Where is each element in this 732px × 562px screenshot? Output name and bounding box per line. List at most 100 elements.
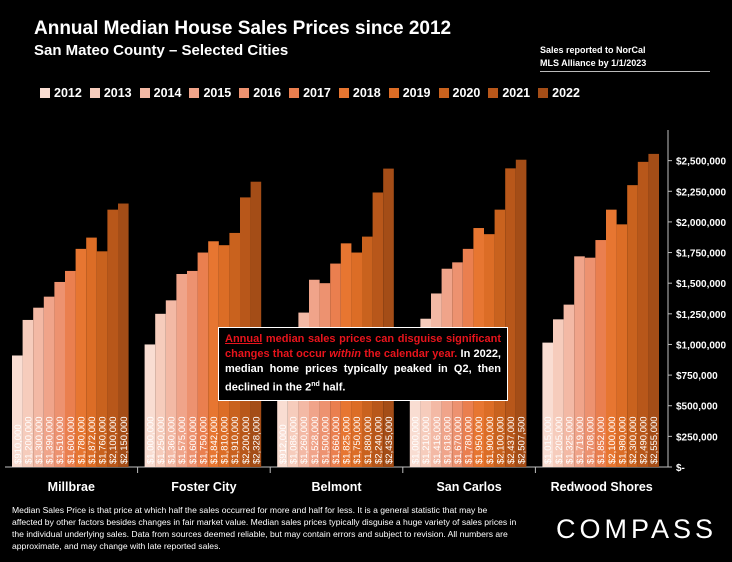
data-label: $1,670,000 — [453, 416, 464, 464]
legend-label: 2017 — [303, 86, 331, 100]
legend-label: 2021 — [502, 86, 531, 100]
bar-foster-city-2016 — [187, 270, 198, 467]
bar-redwood-shores-2017 — [595, 240, 606, 467]
bar-millbrae-2013 — [22, 319, 34, 467]
category-label: Millbrae — [48, 480, 95, 494]
bar-foster-city-2015 — [176, 273, 187, 467]
data-label: $1,780,000 — [464, 416, 475, 464]
data-label: $1,205,000 — [554, 416, 565, 464]
category-label: Redwood Shores — [551, 480, 653, 494]
bar-millbrae-2019 — [86, 237, 97, 467]
data-label: $1,416,000 — [432, 416, 443, 464]
data-label: $2,200,000 — [241, 416, 252, 464]
data-label: $1,510,000 — [55, 416, 66, 464]
data-label: $1,872,000 — [87, 416, 98, 464]
y-tick-label: $1,750,000 — [676, 249, 726, 260]
data-label: $1,086,000 — [289, 416, 300, 464]
data-label: $1,000,000 — [145, 416, 156, 464]
bar-foster-city-2013 — [155, 313, 166, 467]
data-label: $1,719,000 — [575, 416, 586, 464]
data-label: $1,660,000 — [331, 416, 342, 464]
callout-part3: the calendar year. — [361, 348, 458, 360]
bar-san-carlos-2012 — [409, 344, 421, 467]
bar-redwood-shores-2018 — [606, 209, 617, 467]
legend: 2012 2013 2014 2015 2016 2017 2018 2019 2020 2021… — [40, 86, 580, 100]
data-label: $1,500,000 — [320, 416, 331, 464]
data-label: $1,390,000 — [45, 416, 56, 464]
legend-swatch — [139, 88, 150, 98]
category-label: Belmont — [312, 480, 363, 494]
data-label: $1,950,000 — [474, 416, 485, 464]
bar-foster-city-2014 — [165, 300, 177, 467]
legend-label: 2016 — [253, 86, 282, 100]
legend-item-2016: 2016 — [239, 86, 281, 100]
data-label: $2,507,500 — [517, 416, 528, 464]
legend-swatch — [538, 88, 549, 98]
footer-disclaimer: Median Sales Price is that price at whic… — [12, 505, 517, 551]
bar-millbrae-2018 — [75, 248, 87, 467]
data-label: $1,600,000 — [66, 416, 77, 464]
callout-word1: Annual — [225, 333, 263, 345]
bar-redwood-shores-2013 — [553, 319, 564, 467]
legend-swatch — [189, 88, 200, 98]
data-label: $1,880,000 — [363, 416, 374, 464]
bar-redwood-shores-2020 — [627, 185, 638, 468]
data-label: $1,200,000 — [23, 416, 34, 464]
y-tick-label: $1,500,000 — [676, 279, 726, 290]
data-label: $1,000,000 — [411, 416, 422, 464]
y-tick-label: $2,250,000 — [676, 187, 726, 198]
bar-foster-city-2018 — [208, 241, 219, 467]
data-label: $1,750,000 — [198, 416, 209, 464]
callout-part5: half. — [319, 381, 346, 394]
data-label: $1,852,000 — [596, 416, 607, 464]
legend-label: 2022 — [552, 86, 580, 100]
callout-sup: nd — [311, 381, 320, 388]
y-tick-label: $500,000 — [676, 402, 718, 413]
data-label: $1,325,000 — [564, 416, 575, 464]
data-label: $1,980,000 — [617, 416, 628, 464]
data-label: $1,300,000 — [34, 416, 45, 464]
data-label: $1,910,000 — [230, 416, 241, 464]
data-label: $1,600,000 — [188, 416, 199, 464]
data-label: $1,760,000 — [98, 416, 109, 464]
bar-millbrae-2015 — [43, 296, 55, 467]
bar-millbrae-2020 — [96, 251, 108, 467]
bar-redwood-shores-2016 — [584, 257, 596, 467]
bar-millbrae-2022 — [118, 203, 129, 467]
bar-millbrae-2021 — [107, 209, 118, 467]
bar-millbrae-2016 — [54, 281, 65, 467]
data-label: $1,210,000 — [421, 416, 432, 464]
data-label: $2,435,000 — [384, 416, 395, 464]
bar-belmont-2022 — [383, 168, 394, 468]
legend-item-2019: 2019 — [388, 86, 431, 100]
legend-swatch — [338, 88, 349, 98]
data-label: $1,750,000 — [352, 416, 363, 464]
chart-title: Annual Median House Sales Prices since 2… — [34, 18, 452, 39]
legend-swatch — [438, 88, 449, 98]
data-label: $2,328,000 — [251, 416, 262, 464]
legend-label: 2019 — [402, 86, 431, 100]
legend-swatch — [388, 88, 399, 98]
data-label: $1,260,000 — [299, 416, 310, 464]
bar-millbrae-2014 — [33, 307, 44, 467]
legend-label: 2015 — [203, 86, 232, 100]
bar-redwood-shores-2021 — [637, 161, 649, 467]
legend-swatch — [89, 88, 100, 98]
legend-label: 2013 — [103, 86, 132, 100]
data-label: $1,842,000 — [209, 416, 220, 464]
callout-part4: In 2022, median home prices typically pe… — [225, 348, 501, 394]
bar-san-carlos-2021 — [505, 168, 516, 467]
legend-label: 2020 — [452, 86, 481, 100]
bar-redwood-shores-2022 — [648, 153, 659, 467]
legend-item-2022: 2022 — [538, 86, 580, 100]
bar-foster-city-2017 — [197, 252, 209, 467]
bar-redwood-shores-2014 — [563, 304, 575, 467]
data-label: $2,150,000 — [119, 416, 130, 464]
legend-item-2015: 2015 — [189, 86, 231, 100]
data-label: $1,810,000 — [220, 416, 231, 464]
legend-item-2018: 2018 — [338, 86, 381, 100]
callout-italic: within — [329, 348, 362, 360]
data-label: $2,100,000 — [108, 416, 119, 464]
y-tick-label: $1,000,000 — [676, 340, 726, 351]
bar-millbrae-2012 — [12, 355, 23, 467]
